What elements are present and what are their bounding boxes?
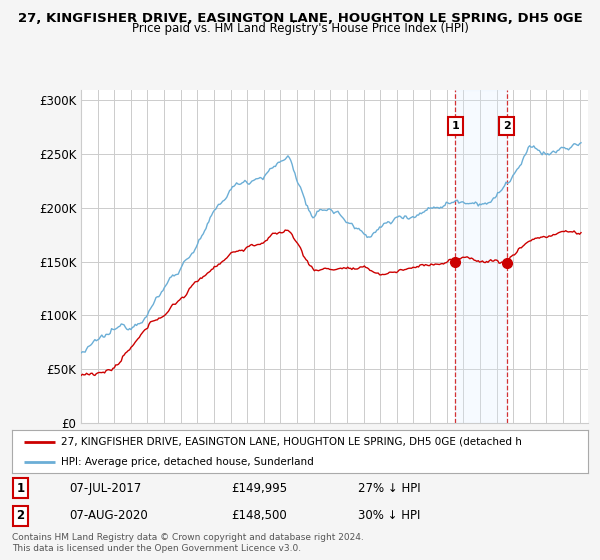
Text: 2: 2 — [503, 122, 511, 131]
Text: 27, KINGFISHER DRIVE, EASINGTON LANE, HOUGHTON LE SPRING, DH5 0GE: 27, KINGFISHER DRIVE, EASINGTON LANE, HO… — [17, 12, 583, 25]
Text: 07-JUL-2017: 07-JUL-2017 — [70, 482, 142, 494]
Text: 2: 2 — [17, 510, 25, 522]
Text: Price paid vs. HM Land Registry's House Price Index (HPI): Price paid vs. HM Land Registry's House … — [131, 22, 469, 35]
Text: £148,500: £148,500 — [231, 510, 287, 522]
Text: HPI: Average price, detached house, Sunderland: HPI: Average price, detached house, Sund… — [61, 458, 314, 467]
Text: 07-AUG-2020: 07-AUG-2020 — [70, 510, 148, 522]
Text: 27, KINGFISHER DRIVE, EASINGTON LANE, HOUGHTON LE SPRING, DH5 0GE (detached h: 27, KINGFISHER DRIVE, EASINGTON LANE, HO… — [61, 437, 522, 447]
Text: £149,995: £149,995 — [231, 482, 287, 494]
Text: Contains HM Land Registry data © Crown copyright and database right 2024.
This d: Contains HM Land Registry data © Crown c… — [12, 533, 364, 553]
Text: 27% ↓ HPI: 27% ↓ HPI — [358, 482, 420, 494]
Text: 1: 1 — [451, 122, 459, 131]
Text: 1: 1 — [17, 482, 25, 494]
Text: 30% ↓ HPI: 30% ↓ HPI — [358, 510, 420, 522]
Bar — [455, 90, 506, 423]
